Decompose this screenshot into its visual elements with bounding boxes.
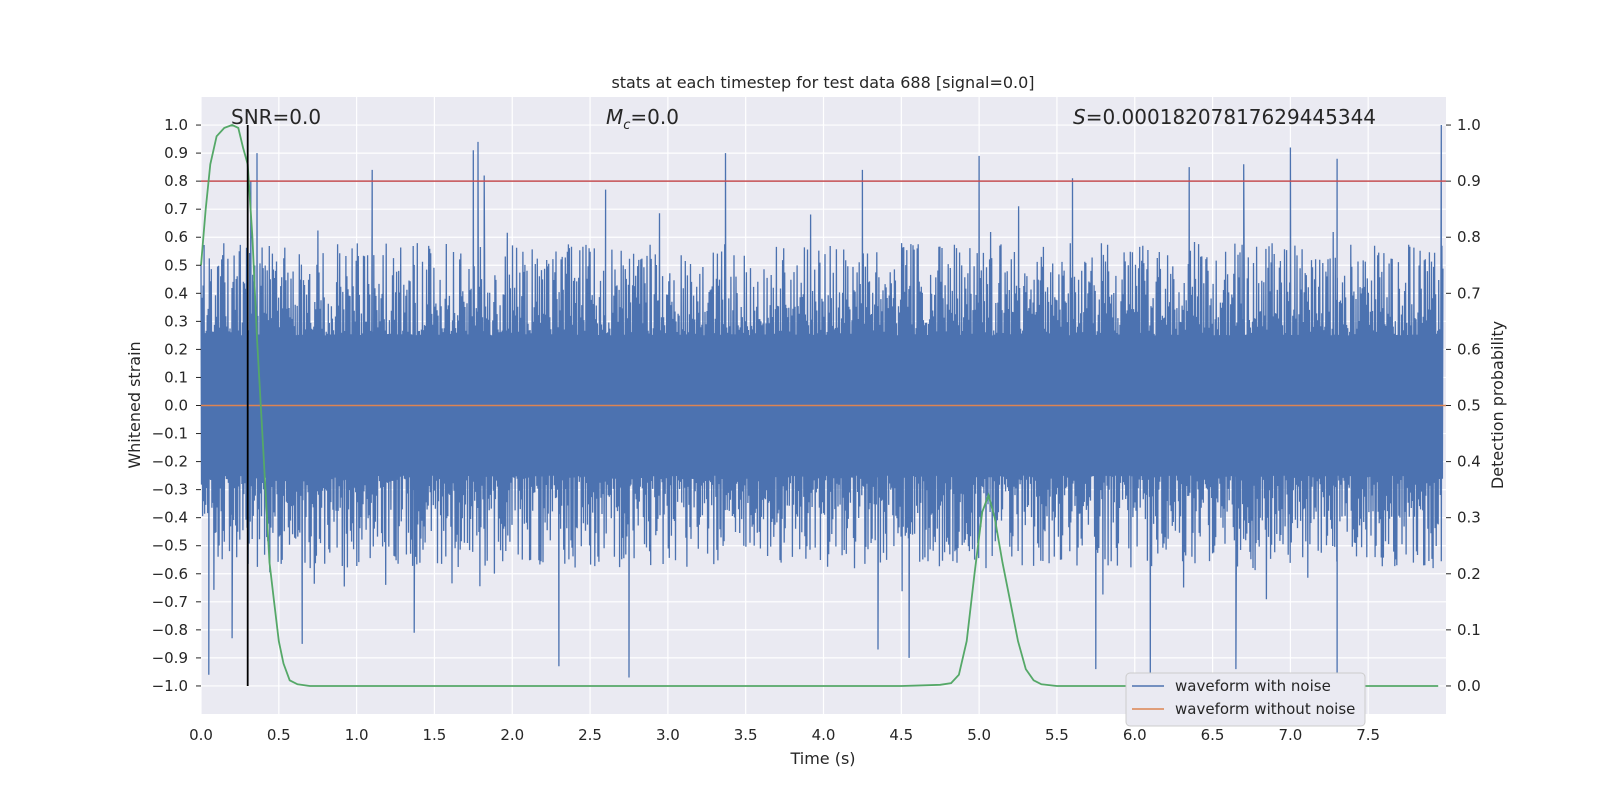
x-tick-label: 1.0 xyxy=(345,726,369,744)
x-tick-label: 4.0 xyxy=(812,726,836,744)
y-left-tick-label: −0.8 xyxy=(152,621,188,639)
y-right-tick-label: 0.1 xyxy=(1457,621,1481,639)
y-axis-label-left: Whitened strain xyxy=(125,341,144,468)
x-tick-label: 7.0 xyxy=(1278,726,1302,744)
y-left-tick-label: 0.7 xyxy=(164,200,188,218)
y-axis-right: 1.0 0.9 0.8 0.7 0.6 0.5 0.4 0.3 0.2 0.1 0.0 xyxy=(1446,116,1481,695)
y-left-tick-label: −0.9 xyxy=(152,649,188,667)
x-tick-label: 1.5 xyxy=(423,726,447,744)
y-left-tick-label: −0.6 xyxy=(152,565,188,583)
x-axis-label: Time (s) xyxy=(789,749,855,768)
y-left-tick-label: 0.2 xyxy=(164,340,188,358)
y-right-tick-label: 0.4 xyxy=(1457,453,1481,471)
y-left-tick-label: −0.4 xyxy=(152,509,188,527)
x-tick-label: 4.5 xyxy=(889,726,913,744)
series-detection-probability xyxy=(200,124,1439,687)
x-tick-label: 3.0 xyxy=(656,726,680,744)
y-right-tick-label: 0.5 xyxy=(1457,397,1481,415)
x-tick-label: 3.5 xyxy=(734,726,758,744)
x-tick-label: 0.5 xyxy=(267,726,291,744)
x-tick-label: 5.5 xyxy=(1045,726,1069,744)
y-left-tick-label: 0.4 xyxy=(164,284,188,302)
y-left-tick-label: 0.5 xyxy=(164,256,188,274)
y-left-tick-label: 0.8 xyxy=(164,172,188,190)
x-tick-label: 2.0 xyxy=(500,726,524,744)
y-left-tick-label: 0.6 xyxy=(164,228,188,246)
x-tick-label: 6.5 xyxy=(1201,726,1225,744)
y-right-tick-label: 0.0 xyxy=(1457,677,1481,695)
x-tick-label: 2.5 xyxy=(578,726,602,744)
mc-subscript: c xyxy=(623,118,630,133)
s-annotation: S=0.0001820781762944534​4 xyxy=(1073,105,1376,129)
y-left-tick-label: 0.0 xyxy=(164,397,188,415)
chart-title: stats at each timestep for test data 688… xyxy=(611,73,1034,92)
y-left-tick-label: −0.2 xyxy=(152,453,188,471)
y-left-tick-label: −0.3 xyxy=(152,481,188,499)
y-left-tick-label: −0.1 xyxy=(152,425,188,443)
y-left-tick-label: 1.0 xyxy=(164,116,188,134)
y-right-tick-label: 0.9 xyxy=(1457,172,1481,190)
x-axis: 0.0 0.5 1.0 1.5 2.0 2.5 3.0 3.5 4.0 4.5 5.0 5.5 6.0 6… xyxy=(189,726,1380,744)
y-right-tick-label: 0.6 xyxy=(1457,340,1481,358)
y-left-tick-label: −0.7 xyxy=(152,593,188,611)
y-left-tick-label: 0.1 xyxy=(164,368,188,386)
y-left-tick-label: 0.3 xyxy=(164,312,188,330)
legend: waveform with noise waveform without noi… xyxy=(1125,672,1366,727)
mc-symbol: M xyxy=(606,105,623,129)
y-right-tick-label: 0.7 xyxy=(1457,284,1481,302)
mc-value: =0.0 xyxy=(630,105,679,129)
legend-label-clean: waveform without noise xyxy=(1175,700,1355,718)
y-right-tick-label: 0.2 xyxy=(1457,565,1481,583)
y-right-tick-label: 0.3 xyxy=(1457,509,1481,527)
x-tick-label: 5.0 xyxy=(967,726,991,744)
x-tick-label: 6.0 xyxy=(1123,726,1147,744)
y-axis-label-right: Detection probability xyxy=(1488,321,1507,489)
x-tick-label: 0.0 xyxy=(189,726,213,744)
y-right-tick-label: 0.8 xyxy=(1457,228,1481,246)
legend-label-noise: waveform with noise xyxy=(1175,677,1331,695)
s-symbol: S xyxy=(1073,105,1086,129)
s-value: =0.0001820781762944534​4 xyxy=(1086,105,1376,129)
y-right-tick-label: 1.0 xyxy=(1457,116,1481,134)
legend-box xyxy=(1125,672,1366,727)
snr-annotation: SNR=0.0 xyxy=(231,105,321,129)
y-axis-left: 1.0 0.9 0.8 0.7 0.6 0.5 0.4 0.3 0.2 0.1 0.0 −0.1 −0.… xyxy=(152,116,201,695)
y-left-tick-label: −1.0 xyxy=(152,677,188,695)
y-left-tick-label: 0.9 xyxy=(164,144,188,162)
mc-annotation: Mc=0.0 xyxy=(606,105,679,133)
y-left-tick-label: −0.5 xyxy=(152,537,188,555)
x-tick-label: 7.5 xyxy=(1356,726,1380,744)
